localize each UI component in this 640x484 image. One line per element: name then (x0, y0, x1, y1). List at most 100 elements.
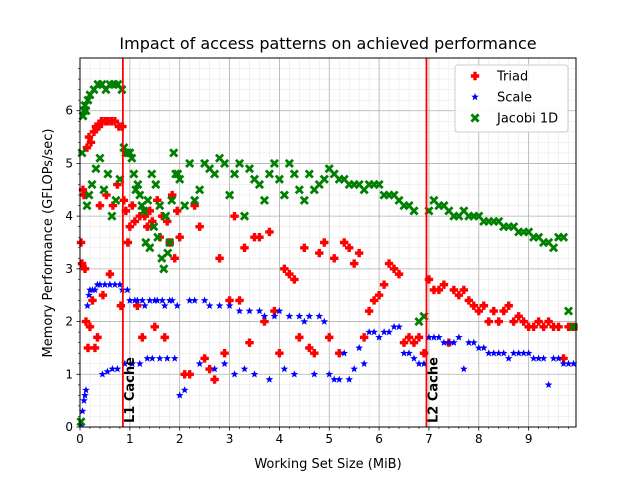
data-point (524, 349, 533, 357)
data-point (138, 296, 147, 304)
data-point (290, 275, 299, 284)
data-point (107, 211, 117, 221)
data-point (349, 259, 359, 268)
data-point (554, 322, 563, 332)
y-tick-label: 1 (65, 367, 73, 381)
data-point (250, 233, 259, 242)
legend-label: Jacobi 1D (496, 112, 558, 127)
legend-marker (471, 93, 479, 101)
data-point (260, 312, 269, 320)
data-point (325, 333, 334, 342)
data-point (285, 269, 294, 279)
data-point (168, 296, 177, 304)
data-point (345, 375, 353, 383)
data-point (113, 180, 122, 189)
x-tick-label: 1 (126, 432, 134, 446)
data-point (474, 343, 483, 352)
data-point (255, 233, 264, 242)
y-tick-label: 0 (65, 420, 73, 434)
data-point (509, 349, 518, 357)
data-point (111, 195, 121, 205)
data-point (259, 195, 270, 205)
data-point (173, 169, 183, 179)
data-point (81, 391, 89, 399)
data-point (148, 354, 157, 362)
data-point (460, 365, 468, 373)
data-point (479, 343, 488, 352)
data-point (76, 417, 86, 427)
data-point (449, 285, 459, 295)
data-point (534, 354, 543, 362)
data-point (143, 222, 152, 231)
data-point (163, 248, 173, 258)
data-point (219, 158, 230, 169)
data-point (180, 201, 190, 211)
data-point (175, 391, 184, 399)
data-point (355, 343, 363, 352)
data-point (320, 238, 329, 247)
data-point (275, 349, 284, 358)
data-point (190, 296, 199, 304)
data-point (82, 201, 92, 211)
data-point (145, 206, 154, 216)
data-point (98, 291, 108, 300)
data-point (315, 248, 324, 258)
data-point (195, 185, 205, 195)
data-point (340, 349, 349, 357)
data-point (168, 190, 177, 200)
data-point (465, 338, 473, 346)
data-series (76, 79, 579, 428)
data-point (113, 365, 122, 373)
data-point (459, 285, 469, 295)
data-point (77, 420, 85, 428)
data-point (190, 201, 199, 210)
data-point (430, 333, 438, 341)
data-point (160, 333, 169, 342)
data-point (455, 333, 463, 341)
x-tick-label: 2 (176, 432, 184, 446)
data-point (82, 386, 90, 394)
data-point (289, 169, 299, 179)
data-point (79, 190, 89, 200)
data-point (153, 232, 163, 242)
data-point (504, 354, 513, 362)
data-point (330, 254, 339, 263)
data-point (108, 201, 118, 210)
data-point (544, 380, 553, 389)
data-point (280, 264, 289, 274)
data-point (81, 106, 91, 116)
cache-label: L2 Cache (426, 357, 441, 423)
x-tick-label: 6 (375, 432, 383, 446)
data-point (99, 185, 109, 195)
data-point (91, 285, 99, 294)
data-point (450, 338, 458, 346)
data-point (519, 349, 528, 357)
data-point (499, 349, 508, 357)
legend-marker (470, 113, 480, 123)
data-point (269, 158, 280, 169)
data-point (344, 243, 354, 252)
data-point (170, 254, 179, 263)
data-point (414, 333, 424, 342)
data-point (445, 338, 453, 346)
data-point (215, 254, 224, 263)
data-point (379, 280, 389, 289)
data-point (86, 138, 96, 147)
data-point (170, 354, 179, 362)
data-point (245, 307, 254, 315)
data-point (464, 296, 474, 305)
y-axis-label: Memory Performance (GFLOPs/sec) (41, 129, 56, 358)
legend: Triad Scale Jacobi 1D (454, 64, 569, 133)
data-point (83, 301, 92, 309)
data-point (80, 396, 88, 404)
data-point (147, 169, 157, 179)
data-point (489, 306, 498, 316)
data-point (123, 285, 132, 294)
data-point (169, 148, 179, 158)
data-point (165, 237, 175, 248)
x-tick-label: 7 (425, 432, 433, 446)
data-point (419, 349, 429, 358)
data-point (230, 211, 239, 221)
data-point (106, 280, 114, 288)
data-point (200, 354, 209, 363)
